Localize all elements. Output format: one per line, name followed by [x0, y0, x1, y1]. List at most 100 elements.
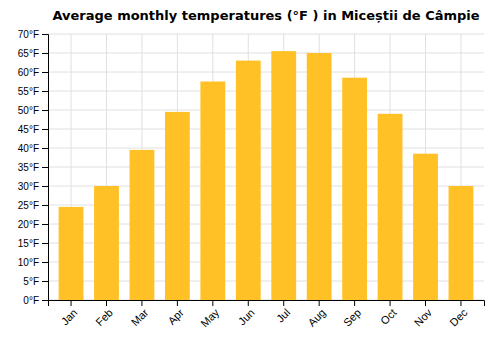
y-tick-label: 15°F	[18, 238, 39, 249]
y-tick-label: 0°F	[23, 295, 39, 306]
bar	[413, 154, 438, 300]
x-tick-label: Aug	[305, 306, 327, 328]
x-tick-label: Apr	[165, 306, 186, 327]
bar	[342, 78, 367, 300]
bar	[378, 114, 403, 300]
tick-mark	[71, 300, 72, 306]
y-tick: 45°F	[18, 124, 48, 135]
bar	[130, 150, 155, 300]
x-tick: Jan	[59, 300, 80, 327]
bars	[59, 51, 474, 300]
bar	[449, 186, 474, 300]
grid-line	[48, 148, 484, 149]
x-axis: Jan Feb Mar Apr May Jun Jul Aug Sep Oct Nov Dec	[49, 300, 485, 329]
x-tick: Oct	[378, 300, 399, 327]
tick-mark	[42, 205, 48, 206]
y-tick-label: 10°F	[18, 257, 39, 268]
x-tick-label: Jan	[59, 306, 80, 327]
bar	[307, 53, 332, 300]
axis-line	[42, 35, 49, 301]
bar	[200, 82, 225, 301]
tick-mark	[390, 300, 391, 306]
bar	[94, 186, 119, 300]
x-tick: Dec	[447, 300, 470, 329]
y-tick: 40°F	[18, 143, 48, 154]
x-tick: Mar	[129, 300, 151, 328]
y-tick-label: 70°F	[18, 29, 39, 40]
title: Average monthly temperatures (°F ) in Mi…	[52, 8, 479, 23]
tick-mark	[248, 300, 249, 306]
y-tick-label: 5°F	[23, 276, 39, 287]
x-tick-label: Nov	[412, 306, 435, 329]
x-tick: Apr	[165, 300, 186, 327]
tick-mark	[319, 300, 320, 306]
tick-mark	[42, 34, 48, 35]
bar	[236, 61, 261, 300]
y-tick: 0°F	[23, 295, 48, 306]
tick-mark	[42, 72, 48, 73]
tick-mark	[42, 53, 48, 54]
y-tick-label: 50°F	[18, 105, 39, 116]
x-tick-label: Oct	[378, 306, 399, 327]
tick-mark	[42, 110, 48, 111]
tick-mark	[42, 262, 48, 263]
y-tick-label: 25°F	[18, 200, 39, 211]
plot: Jan Feb Mar Apr May Jun Jul Aug Sep Oct Nov Dec 0°F 5…	[18, 29, 485, 330]
y-tick-label: 45°F	[18, 124, 39, 135]
y-tick-label: 55°F	[18, 86, 39, 97]
tick-mark	[42, 224, 48, 225]
x-tick-label: Feb	[93, 306, 115, 328]
tick-mark	[42, 300, 48, 301]
x-tick-label: Mar	[129, 306, 151, 328]
tick-mark	[106, 300, 107, 306]
tick-mark	[460, 300, 461, 306]
axis-line	[49, 301, 485, 307]
y-tick: 5°F	[23, 276, 48, 287]
y-tick-label: 30°F	[18, 181, 39, 192]
bar	[165, 112, 190, 300]
y-tick-label: 20°F	[18, 219, 39, 230]
x-tick-label: Jun	[236, 306, 257, 327]
tick-mark	[42, 167, 48, 168]
bar	[59, 207, 84, 300]
y-tick: 25°F	[18, 200, 48, 211]
y-tick: 10°F	[18, 257, 48, 268]
tick-mark	[177, 300, 178, 306]
grid-line	[48, 91, 484, 92]
y-tick-label: 35°F	[18, 162, 39, 173]
x-tick: Feb	[93, 300, 115, 328]
tick-mark	[42, 243, 48, 244]
chart: Jan Feb Mar Apr May Jun Jul Aug Sep Oct Nov Dec 0°F 5…	[0, 0, 500, 350]
tick-mark	[42, 186, 48, 187]
tick-mark	[42, 148, 48, 149]
bar	[271, 51, 296, 300]
x-tick: Jul	[274, 300, 292, 325]
y-tick-label: 60°F	[18, 67, 39, 78]
grid-line	[48, 53, 484, 54]
grid-line	[48, 34, 484, 35]
tick-mark	[283, 300, 284, 306]
x-tick-label: Dec	[447, 306, 470, 329]
tick-mark	[42, 91, 48, 92]
grid	[48, 34, 484, 300]
y-tick: 15°F	[18, 238, 48, 249]
x-tick: Nov	[412, 300, 435, 329]
y-tick: 20°F	[18, 219, 48, 230]
tick-mark	[354, 300, 355, 306]
y-tick: 35°F	[18, 162, 48, 173]
x-tick: Sep	[341, 300, 363, 329]
y-tick: 70°F	[18, 29, 48, 40]
tick-mark	[212, 300, 213, 306]
y-tick: 65°F	[18, 48, 48, 59]
grid-line	[48, 110, 484, 111]
grid-line	[48, 129, 484, 130]
y-tick: 55°F	[18, 86, 48, 97]
y-tick-label: 65°F	[18, 48, 39, 59]
tick-mark	[42, 129, 48, 130]
y-tick: 60°F	[18, 67, 48, 78]
y-axis: 0°F 5°F 10°F 15°F 20°F 25°F 30°F 35°F 40°F 45°F 50…	[18, 29, 49, 306]
tick-mark	[425, 300, 426, 306]
tick-mark	[42, 281, 48, 282]
y-tick-label: 40°F	[18, 143, 39, 154]
x-tick-label: May	[198, 306, 222, 330]
